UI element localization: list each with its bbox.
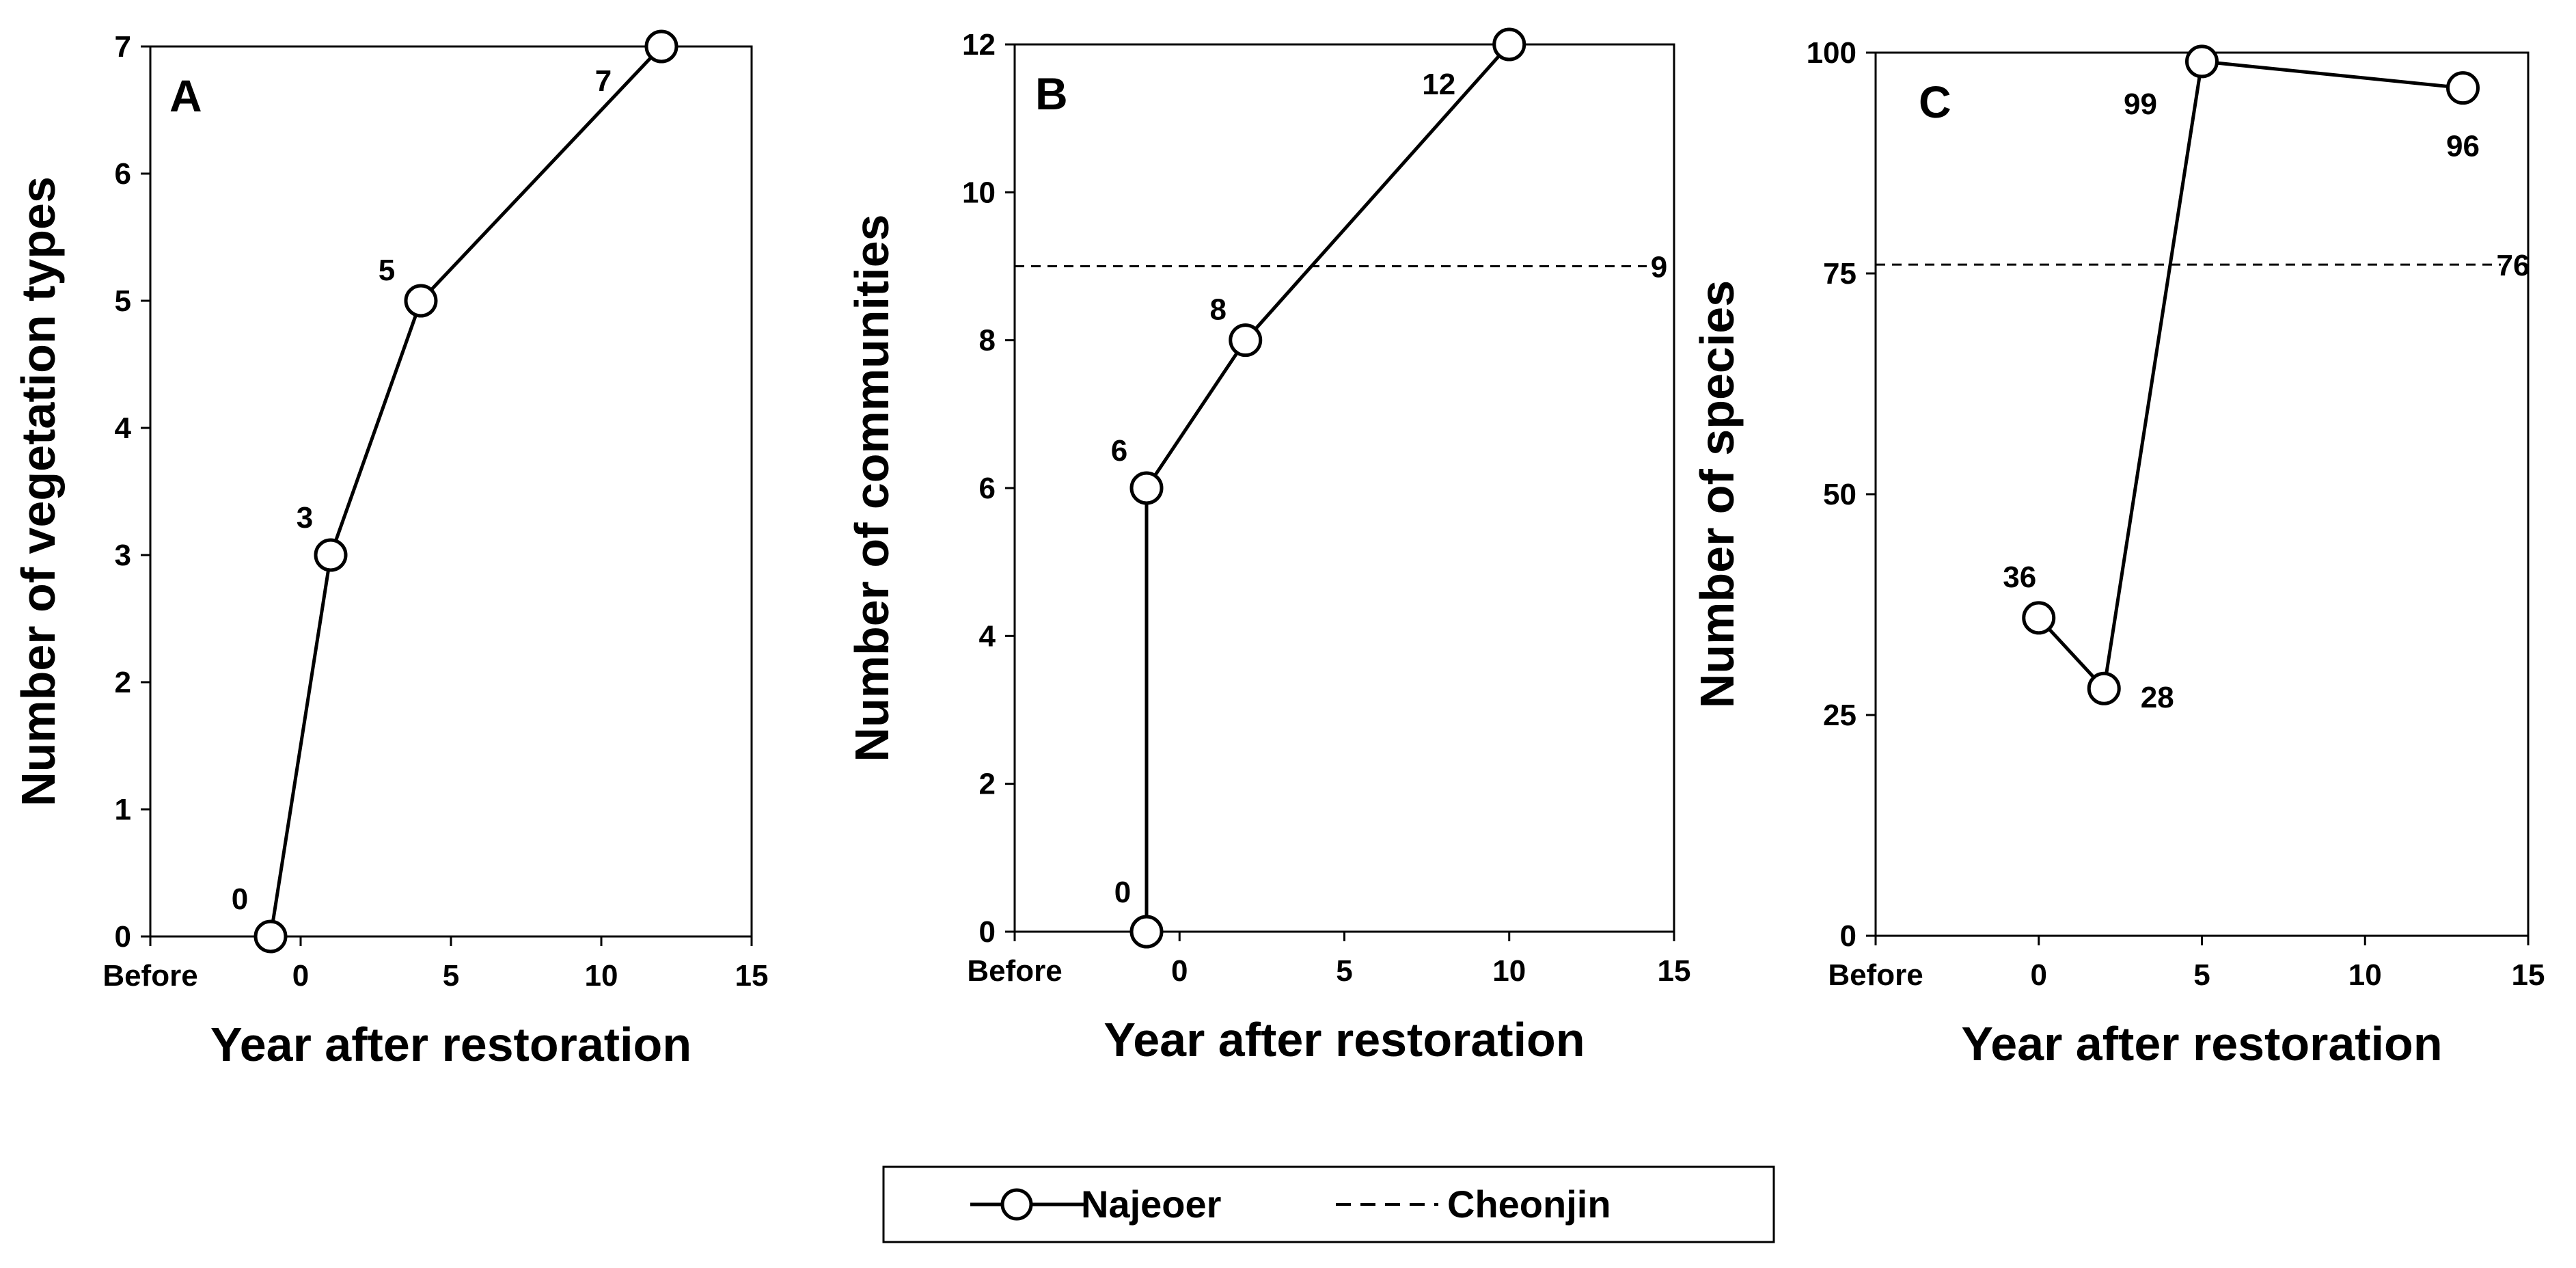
y-tick-label: 25 [1823, 699, 1856, 732]
x-axis-title: Year after restoration [1961, 1017, 2442, 1070]
najeoer-value-label: 36 [2003, 561, 2036, 594]
plot-area [1874, 51, 2530, 937]
najeoer-value-label: 12 [1422, 68, 1455, 101]
y-axis-title: Number of communities [845, 214, 899, 761]
y-tick-label: 12 [962, 28, 996, 62]
najeoer-point [404, 284, 438, 318]
x-tick-label: 0 [292, 959, 309, 993]
najeoer-value-label: 28 [2141, 681, 2174, 714]
najeoer-value-label: 96 [2446, 130, 2480, 163]
y-tick-label: 1 [115, 793, 131, 826]
y-tick-label: 75 [1823, 257, 1856, 291]
y-tick-label: 4 [979, 619, 996, 653]
najeoer-value-label: 0 [1114, 876, 1131, 909]
legend-najeoer-marker [1000, 1188, 1033, 1221]
najeoer-point [1492, 27, 1526, 62]
x-tick-label: 15 [2512, 958, 2545, 992]
y-tick-label: 2 [979, 768, 996, 801]
legend-cheonjin-label: Cheonjin [1447, 1183, 1611, 1226]
najeoer-point [2185, 44, 2219, 79]
plot-area [1013, 43, 1675, 933]
najeoer-point [1129, 915, 1164, 949]
x-axis-title: Year after restoration [1104, 1013, 1585, 1066]
najeoer-point [1129, 471, 1164, 505]
najeoer-point [314, 538, 348, 572]
najeoer-line [2037, 59, 2463, 692]
y-tick-label: 10 [962, 176, 996, 209]
y-tick-label: 7 [115, 30, 131, 64]
x-tick-label: 15 [735, 959, 769, 993]
najeoer-value-label: 3 [297, 501, 313, 535]
y-tick-label: 3 [115, 539, 131, 572]
panel-c: 0 25 50 75 100 Before 0 5 10 15 Year after restora… [1690, 36, 2545, 1070]
najeoer-value-label: 8 [1210, 293, 1227, 327]
najeoer-value-label: 99 [2124, 87, 2157, 121]
legend: Najeoer Cheonjin [882, 1165, 1775, 1243]
najeoer-point [254, 919, 288, 954]
x-axis-title: Year after restoration [210, 1018, 691, 1071]
najeoer-point [1229, 323, 1263, 358]
najeoer-value-label: 5 [379, 254, 395, 287]
y-tick-label: 50 [1823, 478, 1856, 511]
x-tick-label: 5 [443, 959, 459, 993]
x-tick-label: 5 [1336, 954, 1352, 988]
panel-letter: C [1919, 77, 1951, 127]
panel-b: 0 2 4 6 8 10 12 Before 0 5 10 15 Year after restorat… [845, 27, 1691, 1066]
x-tick-label: Before [1828, 958, 1923, 992]
x-tick-label: Before [102, 959, 197, 993]
y-tick-label: 6 [979, 472, 996, 505]
najeoer-line [269, 45, 663, 937]
x-tick-label: 10 [585, 959, 618, 993]
najeoer-value-label: 0 [232, 882, 248, 916]
x-tick-label: 0 [1171, 954, 1188, 988]
najeoer-line [1145, 43, 1511, 932]
najeoer-point [644, 29, 679, 64]
najeoer-point [2446, 71, 2480, 105]
y-tick-label: 2 [115, 666, 131, 699]
y-axis-title: Number of species [1690, 280, 1744, 708]
y-tick-label: 0 [1840, 919, 1856, 953]
panel-letter: A [169, 70, 202, 121]
y-tick-label: 8 [979, 324, 996, 358]
cheonjin-value-label: 76 [2497, 249, 2530, 282]
najeoer-value-label: 6 [1111, 434, 1127, 468]
najeoer-value-label: 7 [595, 64, 612, 98]
x-tick-label: 5 [2193, 958, 2210, 992]
x-tick-label: 0 [2031, 958, 2047, 992]
plot-area [149, 45, 753, 938]
y-tick-label: 0 [115, 920, 131, 954]
y-tick-label: 100 [1807, 36, 1856, 70]
legend-najeoer-label: Najeoer [1081, 1183, 1221, 1226]
najeoer-point [2022, 601, 2056, 635]
x-tick-label: Before [967, 954, 1062, 988]
y-tick-label: 0 [979, 915, 996, 949]
x-tick-label: 15 [1658, 954, 1691, 988]
najeoer-point [2087, 671, 2121, 705]
y-tick-label: 6 [115, 157, 131, 191]
y-tick-label: 5 [115, 284, 131, 318]
panel-letter: B [1035, 68, 1068, 119]
cheonjin-value-label: 9 [1651, 251, 1667, 284]
y-axis-title: Number of vegetation types [12, 176, 65, 807]
panel-a: 0 1 2 3 4 5 6 7 Before 0 5 10 15 Year after restorati… [12, 29, 769, 1071]
y-tick-label: 4 [115, 412, 132, 445]
x-tick-label: 10 [2348, 958, 2382, 992]
x-tick-label: 10 [1492, 954, 1526, 988]
